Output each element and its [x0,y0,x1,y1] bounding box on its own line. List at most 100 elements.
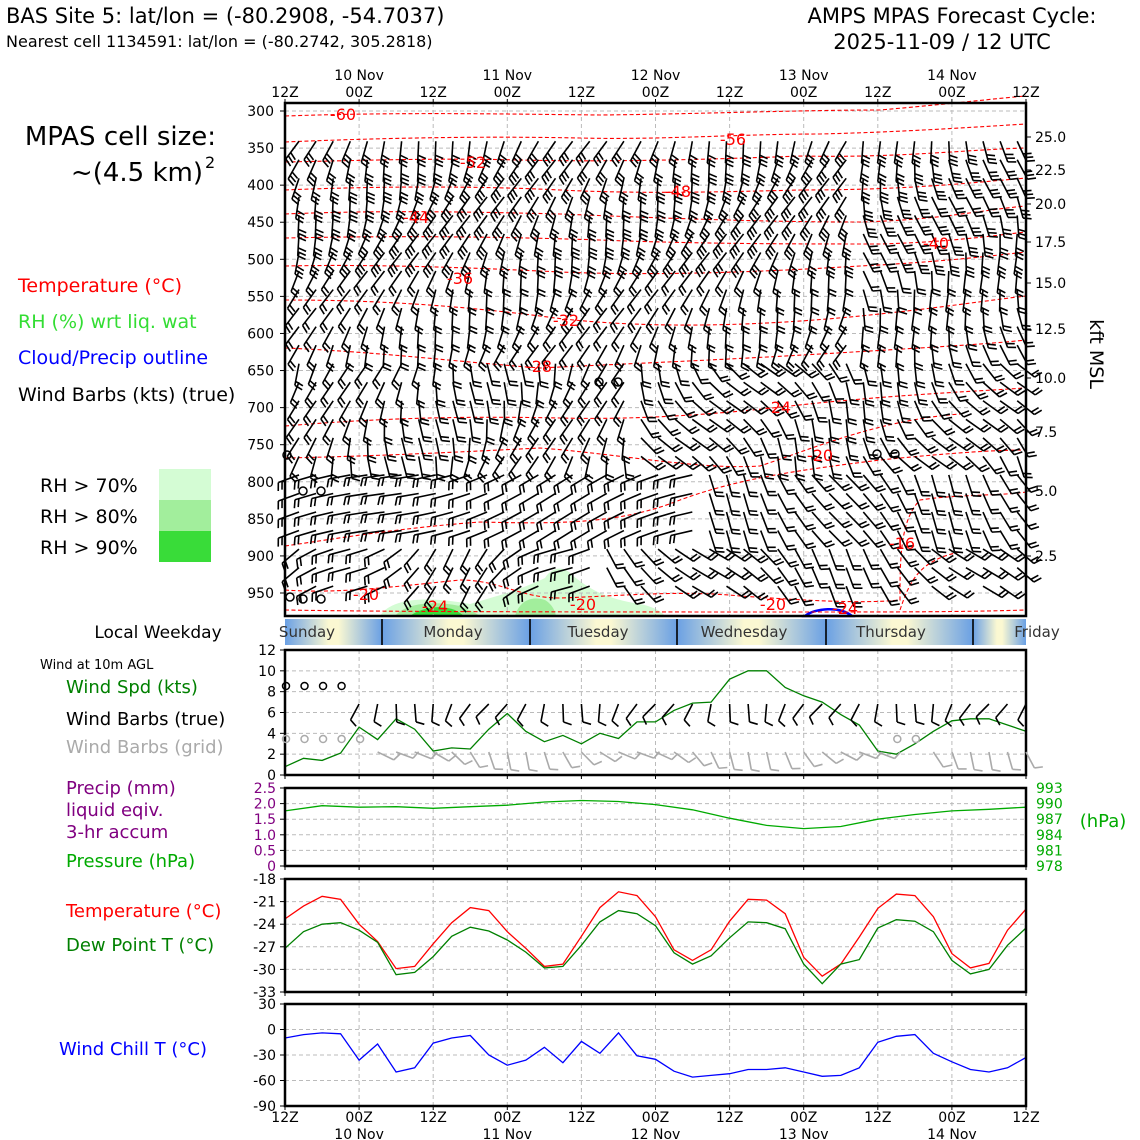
upper-legend: Temperature (°C)RH (%) wrt liq. watCloud… [17,275,235,406]
barb-flag [682,249,690,257]
wind-barb [674,400,698,419]
barb-flag [579,174,586,183]
barb-flag [905,544,915,548]
barb-flag [447,481,450,491]
barb-flag [313,516,317,525]
barb-flag [461,601,469,610]
barb-flag [571,269,580,275]
wind-barb [447,529,471,547]
barb-flag [468,455,477,461]
barb-flag [823,328,832,335]
barb-flag [623,519,626,528]
barb-flag [680,380,689,383]
barb-flag [583,190,591,198]
barb-flag [760,576,769,583]
barb-flag [411,213,420,220]
barb-flag [835,565,844,567]
barb-flag [469,325,478,331]
wind-barb [794,567,815,588]
barb-flag [972,189,981,192]
barb-flag [366,195,375,201]
barb-flag [989,235,998,238]
barb-flag [996,470,1005,475]
wind-barb [553,363,563,390]
barb-flag [1002,228,1012,232]
barb-flag [539,539,543,549]
barb-flag [465,501,468,511]
barb-flag [649,161,657,169]
wind-barb [862,252,883,273]
barb-flag [330,533,334,543]
barb-flag [337,399,344,408]
barb-flag [886,244,896,248]
barb-flag [544,192,551,201]
barb-flag [768,550,778,552]
barb-flag [1006,342,1015,345]
wind-barb [862,455,884,477]
wind-barb [319,289,334,315]
barb-flag [778,370,787,378]
barb-flag [444,583,452,591]
wind-barb [417,419,433,443]
barb-flag [375,263,382,272]
wind-barb [542,326,557,353]
barb-flag [306,397,314,405]
barb-staff [413,703,417,723]
barb-flag [881,399,891,404]
barb-flag [595,178,603,187]
wind-barb [429,511,454,527]
barb-flag [387,454,396,459]
barb-flag [306,179,314,187]
wind-barb [777,567,800,587]
barb-flag [398,514,402,524]
barb-flag [508,380,518,383]
wind-barb [568,215,579,243]
barb-flag [892,527,902,532]
barb-flag [434,343,444,349]
wind-barb [474,585,488,613]
barb-flag [347,232,356,238]
barb-flag [576,362,583,371]
wind-barb [965,530,982,553]
barb-flag [882,403,891,408]
barb-flag [854,476,863,478]
barb-flag [488,583,494,592]
barb-flag [730,270,737,279]
barb-flag [852,602,862,604]
wind-barb [876,326,887,354]
barb-flag [867,380,877,383]
barb-flag [951,273,960,278]
barb-flag [398,533,402,543]
barb-flag [849,454,859,458]
wind-barb [435,382,446,408]
barb-flag [277,519,280,529]
barb-flag [937,513,947,517]
wind-barb [930,178,948,201]
wind-barb [965,252,975,279]
wind-barb [914,548,939,566]
barb-flag [528,341,536,350]
barb-flag [715,495,725,498]
barb-flag [505,559,510,568]
barb-flag [293,536,296,546]
barb-flag [615,581,624,585]
barb-flag [664,327,672,335]
wind-barb [640,548,665,566]
barb-flag [799,233,807,242]
barb-flag [655,232,664,238]
wind-barb [403,548,420,574]
wind-barb [794,363,820,379]
isotherm [284,251,1027,275]
barb-flag [938,198,948,201]
barb-flag [441,229,448,238]
wind-barb [354,252,369,279]
wind-barb [423,567,437,594]
barb-flag [307,286,315,294]
barb-flag [783,252,791,261]
barb-flag [507,214,514,223]
wind-barb-true [747,703,758,726]
barb-flag [954,226,964,229]
barb-flag [349,218,358,223]
wind-barb [442,548,454,576]
